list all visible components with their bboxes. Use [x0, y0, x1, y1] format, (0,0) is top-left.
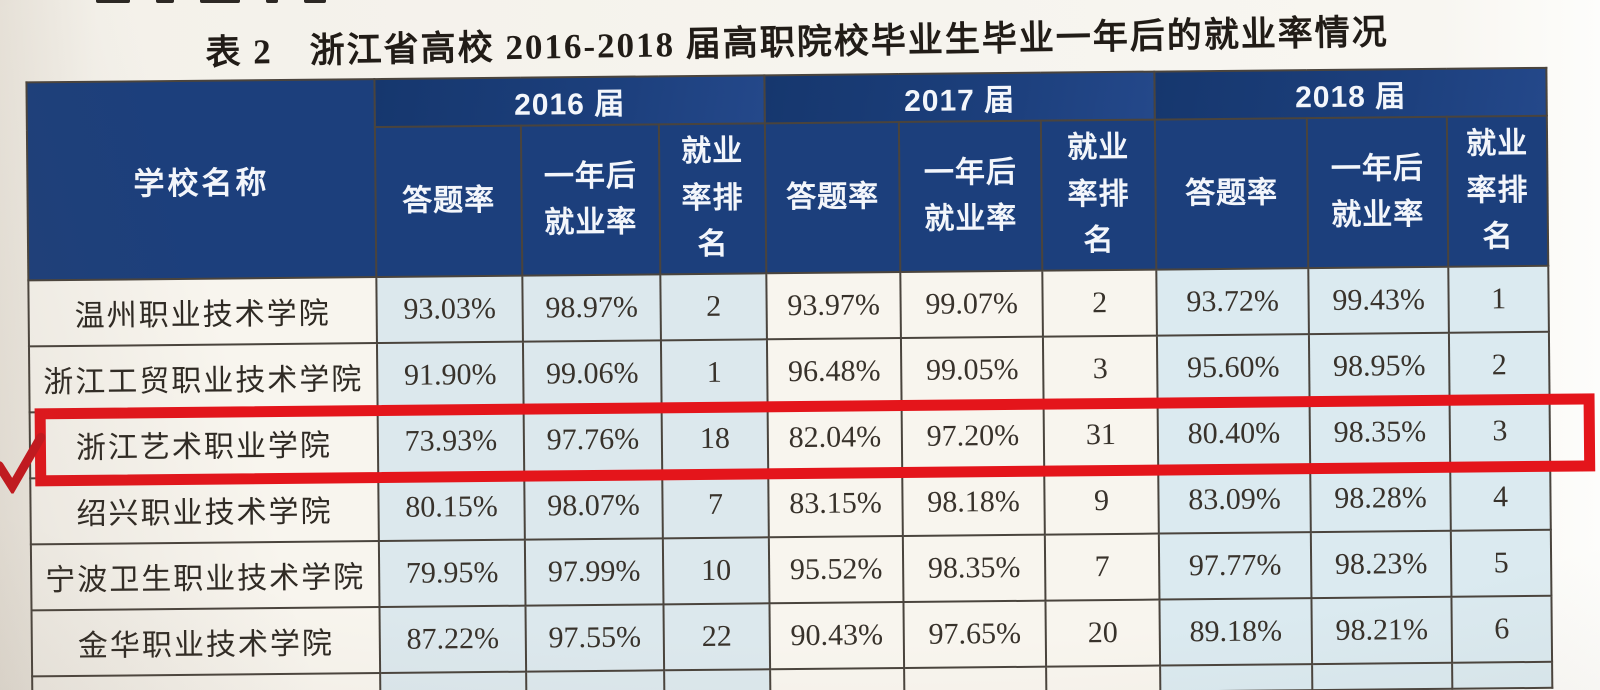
employment-rate-2017-cell: 98.18%: [902, 468, 1045, 537]
rank-2016-cell: 2: [660, 273, 767, 341]
employment-rate-2017-cell: 99.07%: [900, 270, 1043, 339]
answer-rate-2016-cell: 80.15%: [378, 473, 525, 542]
employment-rate-2018-cell: 98.23%: [1310, 530, 1452, 599]
answer-rate-2017-cell: 95.52%: [768, 536, 904, 604]
rank-2016-cell: 10: [662, 537, 770, 605]
employment-rate-2017-cell: 99.05%: [900, 336, 1044, 405]
subheader-employment-rate-2017: 一年后 就业率: [898, 120, 1043, 273]
answer-rate-2018-cell: 89.18%: [1159, 598, 1313, 666]
employment-rate-2018-cell: 98.35%: [1309, 398, 1451, 467]
rank-2017-cell: 31: [1043, 401, 1159, 469]
school-name-cell: 金华职业技术学院: [31, 607, 381, 677]
answer-rate-2017-cell: 93.97%: [766, 272, 901, 340]
subheader-employment-rate-2018: 一年后 就业率: [1306, 116, 1449, 269]
school-name-cell: 宁波卫生职业技术学院: [30, 541, 380, 611]
answer-rate-2016-cell: 73.93%: [377, 407, 525, 476]
page-title: 表 2 浙江省高校 2016-2018 届高职院校毕业生毕业一年后的就业率情况: [205, 12, 1390, 73]
answer-rate-2017-cell: 90.43%: [769, 602, 905, 670]
rank-2018-cell: 5: [1450, 529, 1552, 597]
employment-rate-2018-cell: 98.28%: [1310, 464, 1451, 533]
school-name-cell: 浙江工贸职业技术学院: [28, 343, 378, 413]
employment-rate-2016-cell: 97.99%: [524, 538, 664, 606]
employment-rate-2017-cell: 98.35%: [902, 534, 1046, 603]
rank-2018-cell: 2: [1448, 331, 1550, 399]
subheader-employment-rate-2016: 一年后 就业率: [520, 124, 661, 276]
rank-2016-cell: 1: [660, 339, 768, 407]
subheader-answer-rate-2017: 答题率: [764, 122, 901, 274]
answer-rate-2016-cell: 79.95%: [378, 539, 526, 608]
rank-2018-cell: 6: [1451, 595, 1553, 663]
answer-rate-2017-cell: 83.15%: [768, 470, 903, 538]
year-header-2018: 2018 届: [1154, 67, 1547, 120]
employment-rate-2017-cell: 97.65%: [903, 600, 1047, 669]
school-name-cell: 绍兴职业技术学院: [30, 475, 379, 545]
answer-rate-2016-cell: 87.22%: [379, 605, 527, 674]
employment-rate-table: 学校名称 2016 届 2017 届 2018 届 答题率 一年后 就业率 就业…: [25, 67, 1553, 690]
answer-rate-2018-cell: 97.77%: [1158, 532, 1312, 600]
subheader-answer-rate-2016: 答题率: [374, 125, 523, 278]
rank-2018-cell: 4: [1450, 463, 1551, 531]
rank-2018-cell: 1: [1448, 265, 1549, 333]
rank-2016-cell: 7: [662, 471, 769, 539]
rank-2018-cell: 3: [1449, 397, 1551, 465]
school-name-header: 学校名称: [26, 79, 377, 281]
table-body: 温州职业技术学院 93.03% 98.97% 2 93.97% 99.07% 2…: [28, 265, 1553, 677]
answer-rate-2018-cell: 93.72%: [1156, 268, 1309, 336]
year-header-2016: 2016 届: [374, 75, 765, 128]
subheader-rank-2017: 就业 率排 名: [1040, 119, 1157, 271]
answer-rate-2018-cell: 83.09%: [1158, 466, 1311, 534]
subheader-rank-2018: 就业 率排 名: [1446, 115, 1549, 267]
employment-rate-2018-cell: 98.95%: [1308, 332, 1450, 401]
subheader-answer-rate-2018: 答题率: [1154, 118, 1309, 270]
answer-rate-2016-cell: 91.90%: [376, 341, 524, 410]
employment-rate-2018-cell: 99.43%: [1308, 266, 1449, 335]
employment-rate-2016-cell: 98.97%: [522, 274, 661, 342]
employment-rate-2018-cell: 98.21%: [1311, 596, 1453, 665]
rank-2017-cell: 9: [1044, 467, 1159, 535]
school-name-cell: 温州职业技术学院: [28, 277, 377, 347]
rank-2017-cell: 7: [1044, 533, 1160, 601]
table-header: 学校名称 2016 届 2017 届 2018 届 答题率 一年后 就业率 就业…: [26, 67, 1549, 281]
answer-rate-2017-cell: 82.04%: [767, 404, 903, 472]
rank-2017-cell: 20: [1045, 599, 1161, 667]
answer-rate-2016-cell: 93.03%: [376, 275, 523, 344]
employment-rate-2016-cell: 98.07%: [524, 472, 663, 540]
subheader-rank-2016: 就业 率排 名: [658, 123, 767, 275]
answer-rate-2017-cell: 96.48%: [766, 338, 902, 406]
employment-rate-2017-cell: 97.20%: [901, 402, 1045, 471]
rank-2017-cell: 2: [1042, 269, 1157, 337]
school-name-cell: 浙江艺术职业学院: [29, 409, 379, 479]
rank-2017-cell: 3: [1042, 335, 1158, 403]
year-header-2017: 2017 届: [764, 71, 1155, 124]
clipped-text-remnant: [96, 0, 516, 4]
rank-2016-cell: 22: [663, 603, 771, 671]
answer-rate-2018-cell: 95.60%: [1156, 334, 1310, 402]
employment-rate-2016-cell: 97.76%: [523, 406, 663, 474]
employment-rate-2016-cell: 99.06%: [522, 340, 662, 408]
rank-2016-cell: 18: [661, 405, 769, 473]
answer-rate-2018-cell: 80.40%: [1157, 400, 1311, 468]
employment-rate-2016-cell: 97.55%: [525, 604, 665, 672]
